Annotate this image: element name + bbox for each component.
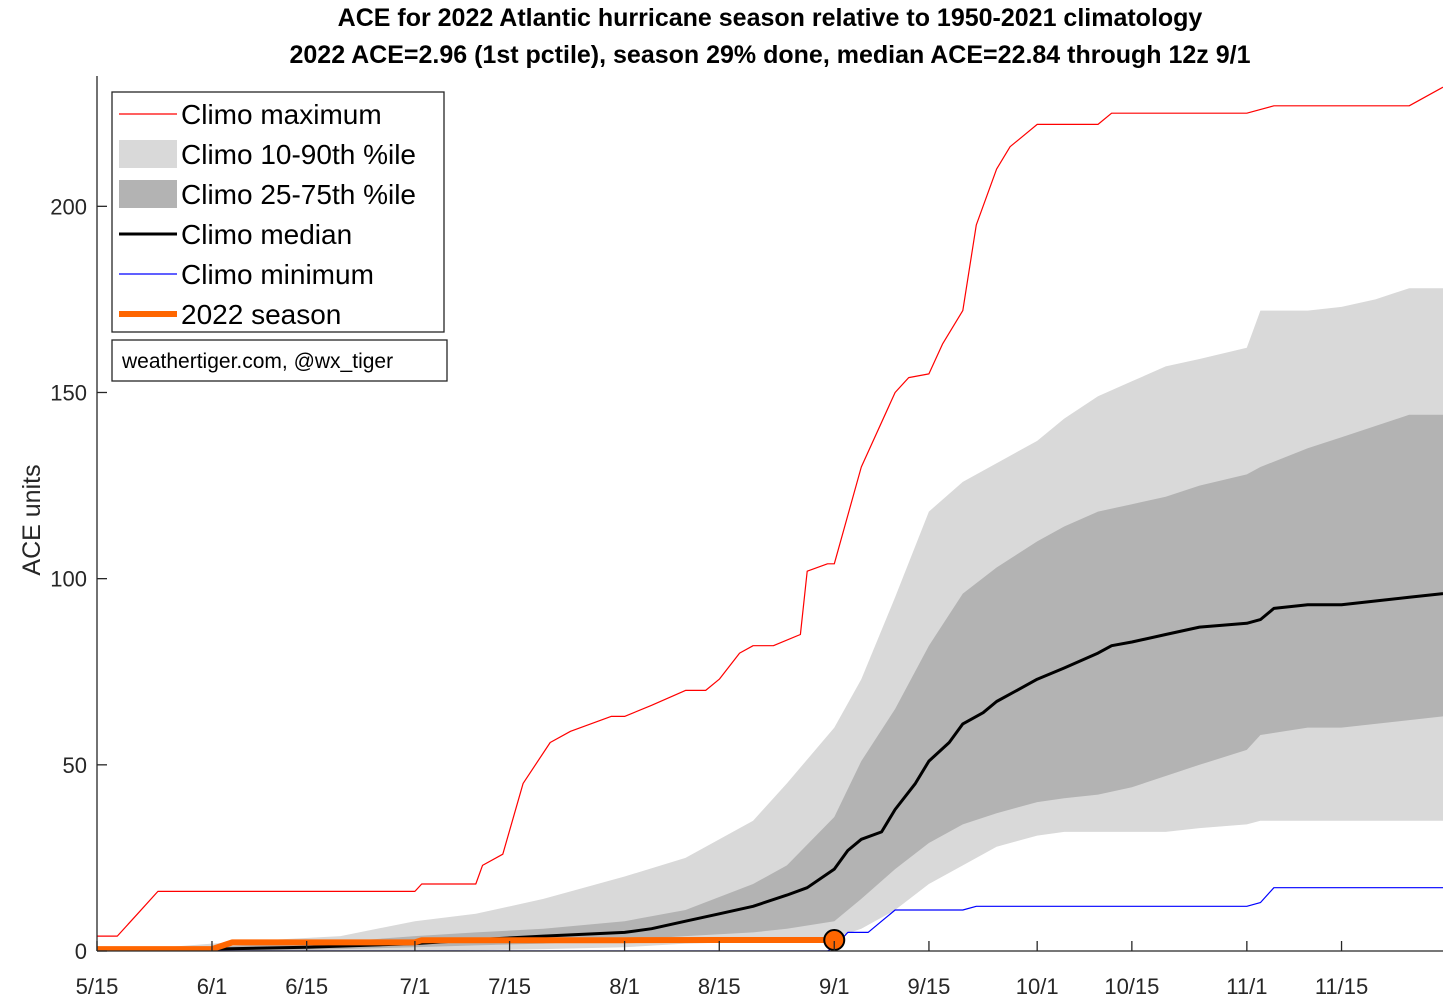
legend: Climo maximum Climo 10-90th %ile Climo 25-… [111, 91, 445, 333]
legend-label-climo-minimum: Climo minimum [181, 259, 374, 290]
x-tick-label: 10/15 [1104, 974, 1159, 999]
x-tick-label: 9/15 [908, 974, 951, 999]
y-axis-label: ACE units [18, 464, 46, 575]
x-tick-label: 7/15 [488, 974, 531, 999]
x-tick-label: 9/1 [819, 974, 850, 999]
y-tick-label: 50 [63, 753, 87, 778]
legend-label-climo-median: Climo median [181, 219, 352, 250]
y-tick-label: 0 [75, 939, 87, 964]
legend-box [111, 91, 445, 333]
x-tick-label: 8/1 [609, 974, 640, 999]
x-tick-label: 11/1 [1226, 974, 1267, 999]
legend-label-climo-maximum: Climo maximum [181, 99, 382, 130]
x-tick-label: 6/15 [285, 974, 328, 999]
y-tick-label: 100 [50, 567, 87, 592]
chart-subtitle: 2022 ACE=2.96 (1st pctile), season 29% d… [289, 41, 1250, 69]
x-tick-label: 11/15 [1315, 974, 1368, 999]
legend-swatch-climo-25-75th-ile [119, 180, 177, 208]
x-tick-label: 7/1 [400, 974, 431, 999]
credit-frame [111, 339, 448, 382]
bands-layer [97, 288, 1443, 951]
y-tick-label: 200 [50, 194, 87, 219]
legend-swatch-climo-10-90th-ile [119, 140, 177, 168]
lines-layer [97, 86, 1443, 951]
series-climo-minimum [97, 887, 1443, 951]
credit-box: weathertiger.com, @wx_tiger [111, 339, 448, 382]
credit-text: weathertiger.com, @wx_tiger [121, 350, 393, 373]
axes-layer [96, 76, 1443, 952]
chart-title: ACE for 2022 Atlantic hurricane season r… [338, 4, 1203, 32]
band-25-75 [97, 414, 1443, 951]
series-climo-median [97, 592, 1443, 951]
legend-label-climo-25-75th-ile: Climo 25-75th %ile [181, 179, 416, 210]
series-climo-maximum [97, 86, 1443, 937]
x-tick-label: 6/1 [197, 974, 228, 999]
x-tick-label: 10/1 [1016, 974, 1059, 999]
series-2022-season [97, 937, 835, 951]
y-tick-label: 150 [50, 380, 87, 405]
legend-label-climo-10-90th-ile: Climo 10-90th %ile [181, 139, 416, 170]
legend-label-2022-season: 2022 season [181, 299, 341, 330]
x-tick-label: 5/15 [76, 974, 119, 999]
x-tick-label: 8/15 [698, 974, 741, 999]
ticks-layer: 5/15 6/1 6/15 7/1 7/15 8/1 8/15 9/1 9/15 10/1 10/1… [50, 194, 1368, 999]
